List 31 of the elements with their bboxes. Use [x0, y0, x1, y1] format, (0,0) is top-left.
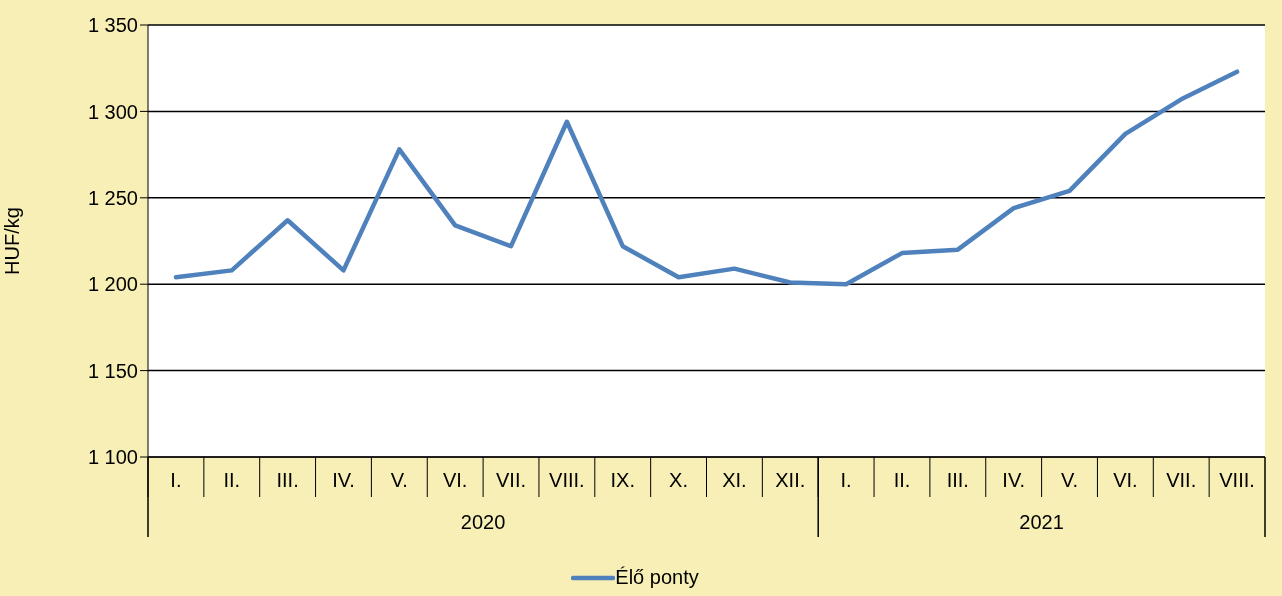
- x-tick-label: III.: [276, 469, 299, 491]
- x-tick-label: I.: [170, 469, 182, 491]
- y-tick-label: 1 300: [87, 100, 138, 123]
- y-tick-label: 1 200: [87, 273, 138, 296]
- x-tick-label: II.: [223, 469, 241, 491]
- x-tick-label: IV.: [1002, 469, 1025, 491]
- x-tick-label: I.: [840, 469, 852, 491]
- x-tick-label: X.: [669, 469, 689, 491]
- x-tick-label: VI.: [442, 469, 468, 491]
- y-tick-label: 1 250: [87, 186, 138, 209]
- y-axis-title: HUF/kg: [1, 207, 24, 275]
- legend-label: Élő ponty: [615, 566, 699, 589]
- x-tick-label: VI.: [1113, 469, 1138, 491]
- text: 2021: [1019, 511, 1064, 533]
- line-series: [173, 69, 1240, 287]
- x-tick-label: VIII.: [1219, 469, 1255, 491]
- x-tick-label: IX.: [610, 469, 635, 491]
- x-tick-label: XII.: [775, 469, 806, 491]
- y-tick-label: 1 350: [87, 14, 138, 37]
- x-tick-label: V.: [390, 469, 408, 491]
- y-tick-label: 1 150: [87, 359, 138, 382]
- x-tick-label: XI.: [722, 469, 747, 491]
- text: 2020: [460, 511, 506, 533]
- x-tick-label: VII.: [496, 469, 527, 491]
- x-tick-label: VIII.: [549, 469, 585, 491]
- x-tick-label: II.: [893, 469, 911, 491]
- x-tick-label: VII.: [1166, 469, 1197, 491]
- y-tick-label: 1 100: [87, 446, 138, 469]
- x-tick-label: V.: [1060, 469, 1079, 491]
- x-tick-label: IV.: [332, 469, 355, 491]
- x-tick-label: III.: [946, 469, 969, 491]
